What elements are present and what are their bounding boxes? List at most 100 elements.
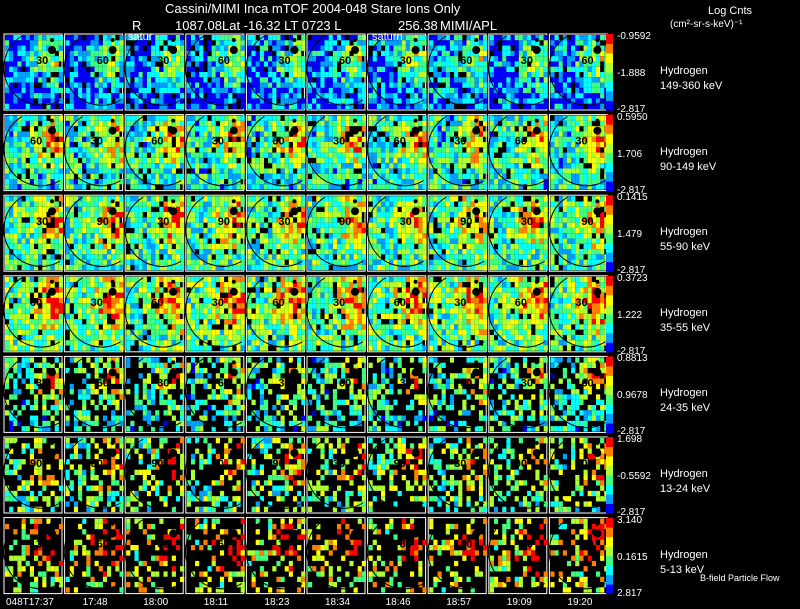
- image-pixel: [50, 115, 55, 121]
- image-pixel: [232, 82, 237, 88]
- image-pixel: [579, 120, 584, 127]
- image-pixel: [236, 168, 241, 174]
- image-pixel: [78, 82, 83, 88]
- image-pixel: [437, 152, 442, 158]
- image-pixel: [324, 45, 329, 51]
- image-pixel: [522, 115, 528, 121]
- image-pixel: [46, 254, 51, 260]
- image-pixel: [498, 131, 503, 137]
- image-pixel: [268, 87, 273, 94]
- image-pixel: [583, 40, 588, 46]
- image-pixel: [483, 152, 488, 158]
- colorbar-segment: [606, 100, 613, 111]
- image-pixel: [240, 103, 245, 109]
- image-pixel: [207, 136, 212, 143]
- colorbar-segment: [606, 53, 613, 63]
- image-pixel: [308, 196, 313, 202]
- image-pixel: [86, 157, 91, 164]
- image-pixel: [272, 157, 277, 164]
- image-pixel: [361, 120, 366, 127]
- image-pixel: [17, 56, 22, 62]
- image-pixel: [247, 40, 252, 46]
- image-pixel: [550, 98, 555, 104]
- image-pixel: [462, 184, 467, 190]
- image-pixel: [215, 173, 220, 180]
- image-pixel: [410, 61, 415, 67]
- image-pixel: [199, 217, 204, 223]
- image-pixel: [397, 40, 402, 46]
- image-pixel: [54, 212, 59, 218]
- image-pixel: [130, 126, 135, 132]
- image-pixel: [376, 217, 382, 223]
- image-pixel: [571, 152, 576, 158]
- image-pixel: [175, 238, 181, 244]
- image-pixel: [506, 66, 511, 72]
- image-pixel: [240, 243, 245, 250]
- image-pixel: [38, 136, 43, 143]
- image-pixel: [73, 233, 79, 239]
- image-pixel: [510, 184, 515, 190]
- image-pixel: [58, 115, 63, 121]
- image-pixel: [558, 152, 563, 158]
- image-pixel: [69, 45, 74, 51]
- image-pixel: [441, 45, 446, 51]
- image-pixel: [207, 264, 212, 271]
- image-pixel: [372, 56, 377, 62]
- image-pixel: [240, 233, 245, 239]
- image-pixel: [591, 72, 596, 78]
- image-pixel: [527, 152, 532, 158]
- image-pixel: [175, 56, 181, 62]
- image-pixel: [236, 35, 241, 41]
- saturn-marker: [413, 38, 418, 42]
- image-pixel: [195, 56, 200, 62]
- image-pixel: [130, 35, 135, 41]
- image-pixel: [361, 243, 366, 250]
- image-pixel: [228, 98, 233, 104]
- image-pixel: [401, 201, 406, 207]
- image-pixel: [17, 147, 22, 153]
- colorbar-segment: [606, 143, 613, 154]
- image-pixel: [251, 50, 256, 57]
- image-pixel: [410, 35, 415, 41]
- image-pixel: [199, 264, 204, 271]
- image-pixel: [54, 40, 59, 46]
- image-pixel: [422, 77, 427, 83]
- image-pixel: [474, 168, 479, 174]
- image-pixel: [466, 142, 471, 148]
- image-pixel: [405, 77, 411, 83]
- image-pixel: [247, 222, 252, 228]
- image-pixel: [345, 87, 350, 94]
- image-pixel: [215, 147, 220, 153]
- image-pixel: [345, 264, 350, 271]
- image-pixel: [410, 227, 415, 234]
- image-pixel: [483, 56, 488, 62]
- image-pixel: [385, 93, 390, 99]
- image-pixel: [224, 163, 229, 169]
- image-pixel: [372, 72, 377, 78]
- image-pixel: [280, 87, 285, 94]
- image-pixel: [86, 147, 91, 153]
- image-pixel: [73, 152, 79, 158]
- image-pixel: [259, 163, 264, 169]
- image-pixel: [489, 56, 494, 62]
- image-pixel: [510, 40, 515, 46]
- image-pixel: [251, 77, 256, 83]
- image-pixel: [151, 61, 156, 67]
- saturn-marker: [353, 38, 357, 42]
- image-pixel: [98, 157, 103, 164]
- image-pixel: [284, 56, 289, 62]
- image-pixel: [186, 77, 191, 83]
- image-pixel: [13, 142, 18, 148]
- image-pixel: [13, 212, 18, 218]
- image-pixel: [397, 35, 402, 41]
- image-pixel: [98, 264, 103, 271]
- image-pixel: [566, 173, 572, 180]
- image-pixel: [126, 206, 131, 213]
- image-pixel: [381, 93, 386, 99]
- image-pixel: [389, 227, 394, 234]
- image-pixel: [579, 40, 584, 46]
- image-pixel: [401, 87, 406, 94]
- image-pixel: [259, 93, 264, 99]
- image-pixel: [155, 238, 160, 244]
- image-pixel: [361, 35, 366, 41]
